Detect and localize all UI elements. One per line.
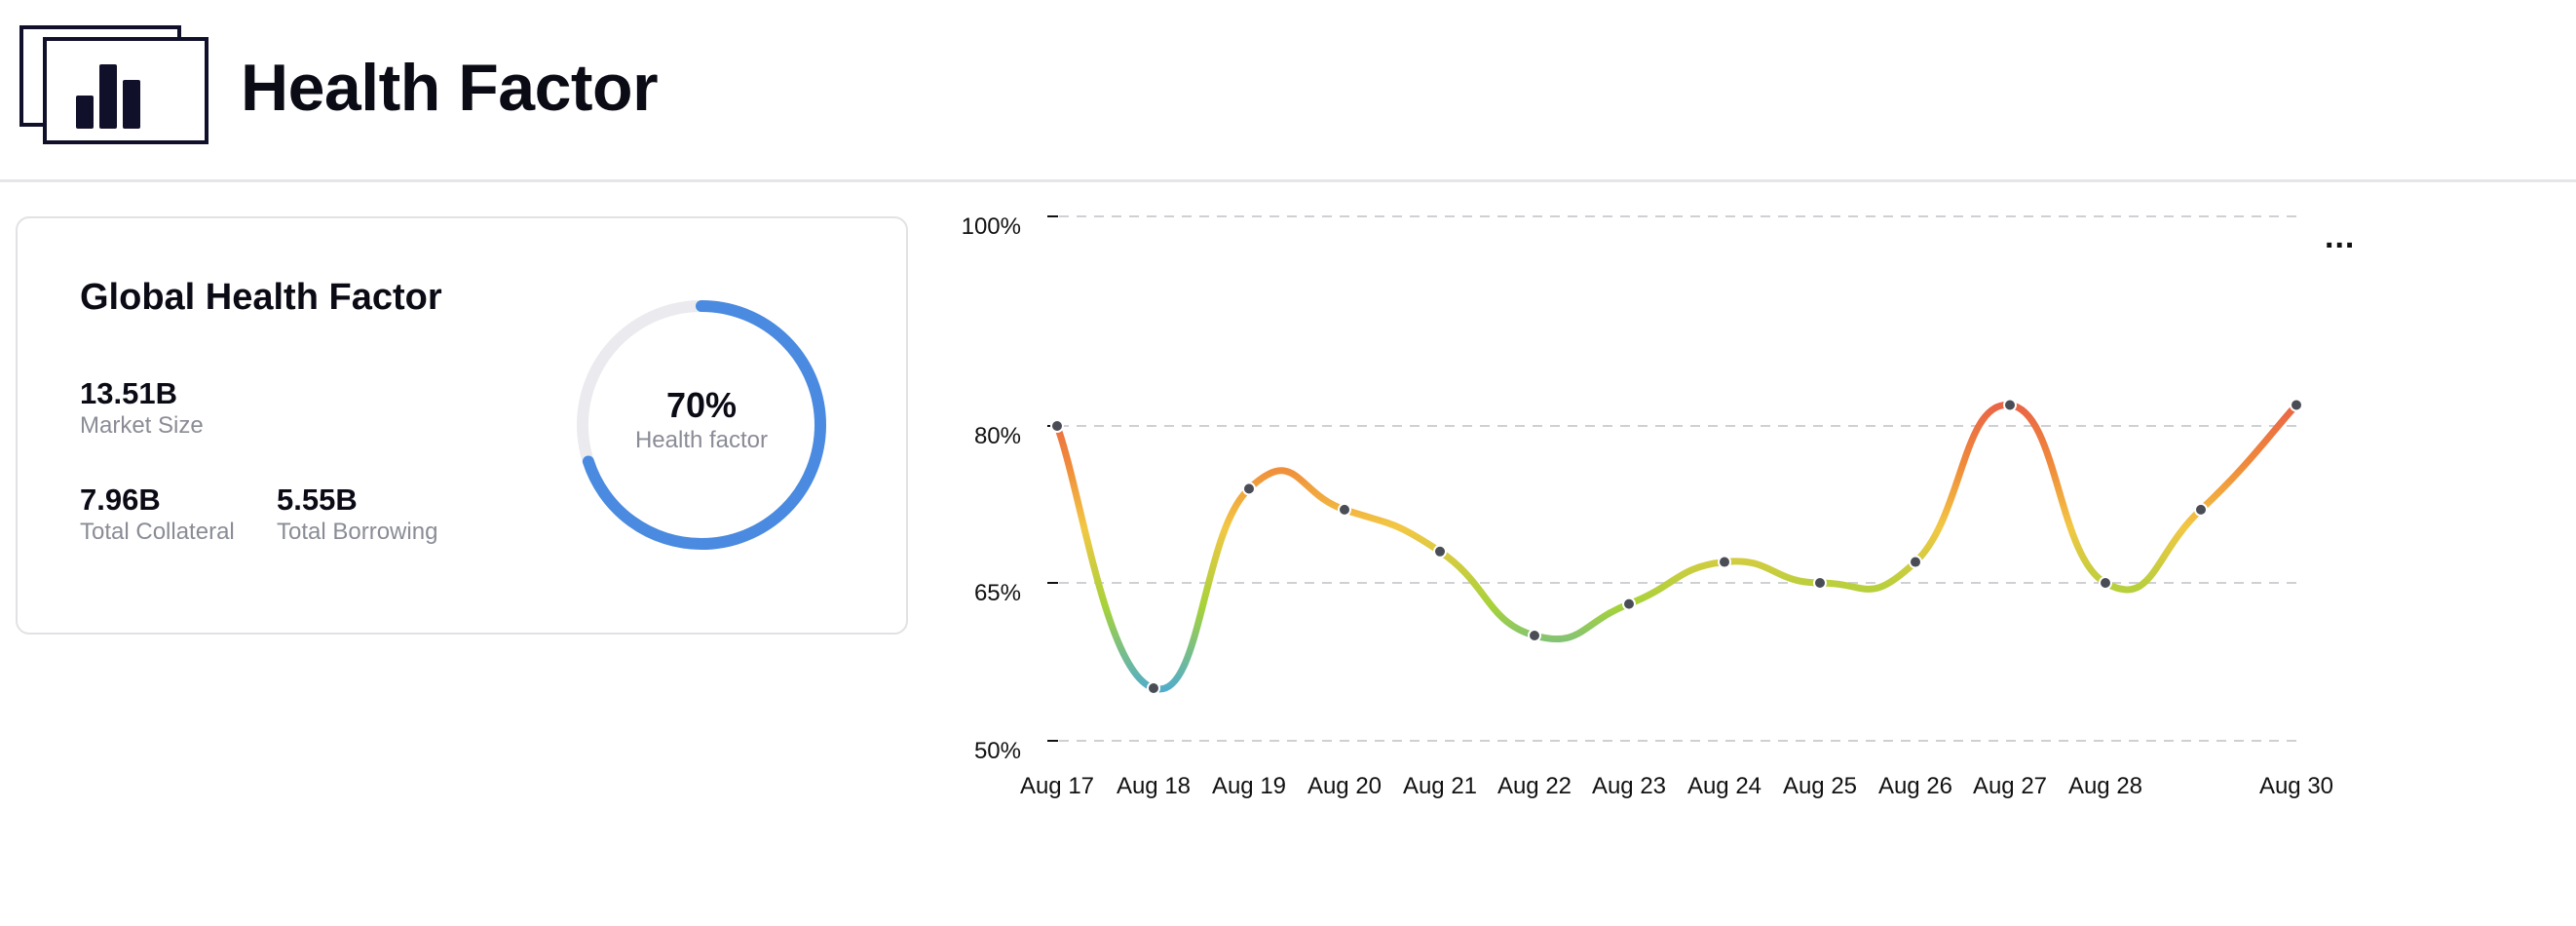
- total-collateral-stat: 7.96B Total Collateral: [80, 482, 235, 547]
- x-axis: Aug 17 Aug 18 Aug 19 Aug 20 Aug 21 Aug 22 Aug …: [1020, 773, 2333, 799]
- data-point[interactable]: [2003, 398, 2017, 412]
- x-tick-label: Aug 25: [1783, 773, 1857, 799]
- y-tick-label: 100%: [962, 213, 1021, 240]
- x-tick-label: Aug 27: [1973, 773, 2047, 799]
- data-point[interactable]: [2099, 576, 2112, 590]
- data-point[interactable]: [1909, 555, 1922, 569]
- total-collateral-label: Total Collateral: [80, 519, 235, 545]
- x-tick-label: Aug 20: [1307, 773, 1382, 799]
- y-tick-label: 65%: [974, 580, 1021, 606]
- gauge-value: 70%: [665, 385, 738, 425]
- health-factor-gauge: [577, 300, 826, 550]
- data-point[interactable]: [2290, 398, 2303, 412]
- data-point[interactable]: [1622, 597, 1636, 611]
- gauge-center: 70% Health factor: [571, 386, 832, 456]
- total-borrowing-label: Total Borrowing: [277, 519, 438, 545]
- gauge-label: Health factor: [634, 427, 769, 453]
- y-tick-label: 80%: [974, 423, 1021, 449]
- page-title: Health Factor: [241, 51, 659, 125]
- x-tick-label: Aug 17: [1020, 773, 1094, 799]
- data-point[interactable]: [1050, 419, 1064, 433]
- x-tick-label: Aug 21: [1403, 773, 1477, 799]
- total-borrowing-value: 5.55B: [277, 482, 358, 517]
- card-title: Global Health Factor: [80, 277, 442, 318]
- x-tick-label: Aug 22: [1497, 773, 1572, 799]
- global-health-card: Global Health Factor 13.51B Market Size …: [16, 216, 908, 635]
- market-size-stat: 13.51B Market Size: [80, 376, 204, 441]
- data-point[interactable]: [1147, 681, 1160, 695]
- data-point[interactable]: [1338, 502, 1351, 517]
- gauge-progress-arc: [577, 300, 826, 550]
- page-header: Health Factor: [0, 0, 2576, 182]
- more-options-button[interactable]: ...: [2325, 218, 2356, 255]
- data-point[interactable]: [1528, 629, 1541, 642]
- y-axis: 100% 80% 65% 50%: [962, 213, 1058, 764]
- data-point[interactable]: [1813, 576, 1827, 590]
- data-point[interactable]: [1718, 555, 1731, 569]
- data-points: [1050, 398, 2303, 695]
- health-factor-line: [1053, 401, 2300, 693]
- x-tick-label: Aug 28: [2068, 773, 2142, 799]
- data-point[interactable]: [1433, 544, 1447, 559]
- x-tick-label: Aug 24: [1687, 773, 1762, 799]
- x-tick-label: Aug 23: [1592, 773, 1666, 799]
- market-size-label: Market Size: [80, 412, 204, 439]
- x-tick-label: Aug 30: [2259, 773, 2333, 799]
- total-collateral-value: 7.96B: [80, 482, 161, 517]
- x-tick-label: Aug 19: [1212, 773, 1286, 799]
- x-tick-label: Aug 18: [1117, 773, 1191, 799]
- total-borrowing-stat: 5.55B Total Borrowing: [277, 482, 437, 547]
- x-tick-label: Aug 26: [1878, 773, 1952, 799]
- y-tick-label: 50%: [974, 738, 1021, 764]
- data-point[interactable]: [1242, 482, 1256, 496]
- data-point[interactable]: [2194, 502, 2208, 517]
- bar-chart-icon: [19, 25, 208, 144]
- health-factor-chart: 100%80%65%50% Aug 17 Aug 18 Aug 19 Aug 20 Au…: [962, 213, 2333, 799]
- chart-grid: [1059, 215, 2299, 742]
- market-size-value: 13.51B: [80, 376, 177, 410]
